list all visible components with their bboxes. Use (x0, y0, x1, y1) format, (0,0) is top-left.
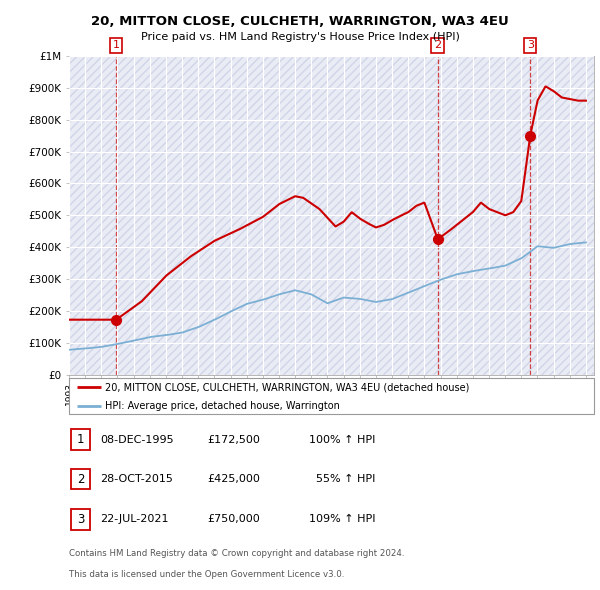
FancyBboxPatch shape (69, 378, 594, 414)
Text: 2: 2 (77, 473, 84, 486)
Text: 1: 1 (113, 41, 119, 51)
Text: 2: 2 (434, 41, 442, 51)
Text: 100% ↑ HPI: 100% ↑ HPI (309, 435, 376, 444)
FancyBboxPatch shape (71, 429, 90, 450)
Text: HPI: Average price, detached house, Warrington: HPI: Average price, detached house, Warr… (105, 401, 340, 411)
Text: £172,500: £172,500 (207, 435, 260, 444)
Text: 28-OCT-2015: 28-OCT-2015 (100, 474, 173, 484)
Text: 1: 1 (77, 433, 84, 446)
Text: 55% ↑ HPI: 55% ↑ HPI (309, 474, 376, 484)
Text: Contains HM Land Registry data © Crown copyright and database right 2024.: Contains HM Land Registry data © Crown c… (69, 549, 404, 558)
Text: 22-JUL-2021: 22-JUL-2021 (100, 514, 169, 524)
Text: 3: 3 (527, 41, 533, 51)
Text: 109% ↑ HPI: 109% ↑ HPI (309, 514, 376, 524)
FancyBboxPatch shape (71, 468, 90, 490)
FancyBboxPatch shape (71, 509, 90, 530)
Text: 20, MITTON CLOSE, CULCHETH, WARRINGTON, WA3 4EU (detached house): 20, MITTON CLOSE, CULCHETH, WARRINGTON, … (105, 382, 469, 392)
Text: This data is licensed under the Open Government Licence v3.0.: This data is licensed under the Open Gov… (69, 571, 344, 579)
Text: £750,000: £750,000 (207, 514, 260, 524)
Text: 08-DEC-1995: 08-DEC-1995 (100, 435, 174, 444)
Text: Price paid vs. HM Land Registry's House Price Index (HPI): Price paid vs. HM Land Registry's House … (140, 32, 460, 42)
Text: 3: 3 (77, 513, 84, 526)
Text: £425,000: £425,000 (207, 474, 260, 484)
Text: 20, MITTON CLOSE, CULCHETH, WARRINGTON, WA3 4EU: 20, MITTON CLOSE, CULCHETH, WARRINGTON, … (91, 15, 509, 28)
